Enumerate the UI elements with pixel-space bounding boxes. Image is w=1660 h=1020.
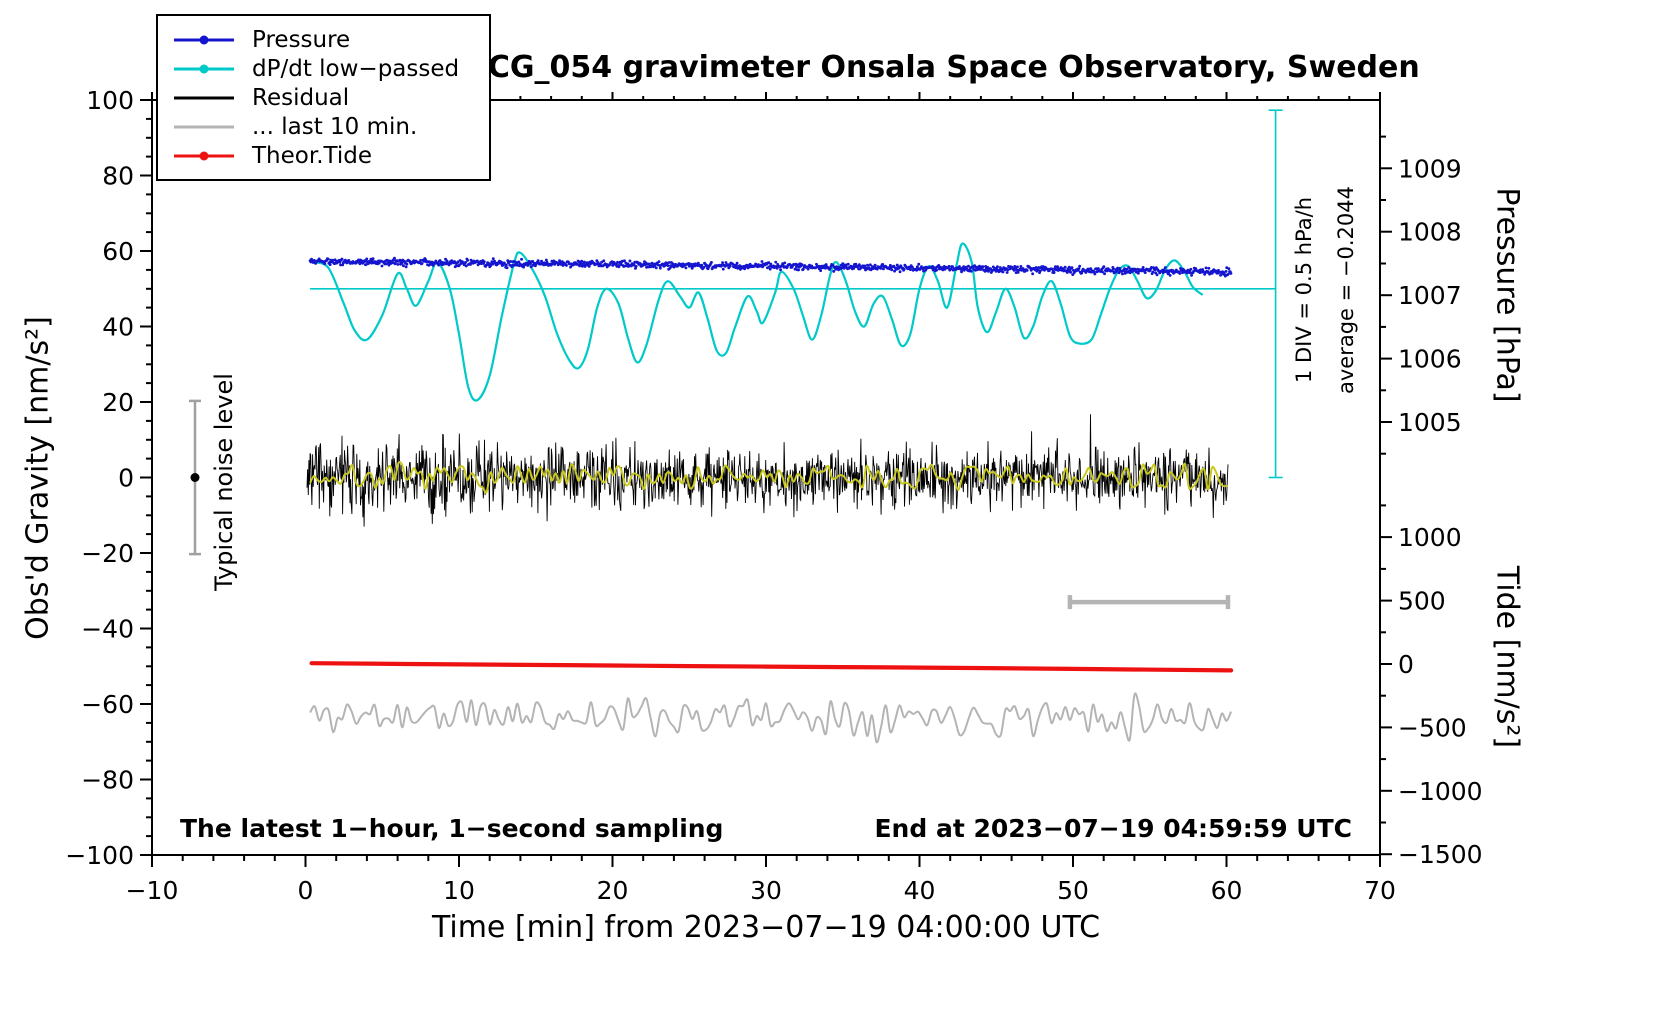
tick-label: 80 bbox=[102, 162, 134, 191]
tick-label: −1000 bbox=[1398, 777, 1483, 806]
legend-marker-icon bbox=[174, 125, 234, 128]
x-axis-label: Time [min] from 2023−07−19 04:00:00 UTC bbox=[431, 910, 1101, 945]
series-pressure bbox=[308, 256, 1233, 278]
tick-label: 500 bbox=[1398, 587, 1446, 616]
legend-label: Theor.Tide bbox=[252, 142, 372, 169]
y-axis-label-tide: Tide [nm/s²] bbox=[1489, 565, 1525, 749]
tick-label: 50 bbox=[1057, 876, 1089, 905]
series-residual-last10 bbox=[309, 692, 1233, 744]
legend-label: dP/dt low−passed bbox=[252, 55, 460, 82]
y-axis-label-gravity: Obs'd Gravity [nm/s²] bbox=[20, 316, 56, 640]
tick-label: −1500 bbox=[1398, 840, 1483, 869]
tick-label: −60 bbox=[81, 690, 134, 719]
tick-label: 30 bbox=[750, 876, 782, 905]
tick-label: −20 bbox=[81, 539, 134, 568]
legend-item-2: Residual bbox=[172, 83, 459, 112]
reference-marks bbox=[189, 109, 1283, 610]
plot-frame: −10 0 10 20 30 40 50 60 70100806040200−20−40−60−… bbox=[65, 86, 1482, 905]
tick-label: 60 bbox=[1211, 876, 1243, 905]
legend-item-1: dP/dt low−passed bbox=[172, 54, 459, 83]
legend-marker-icon bbox=[174, 96, 234, 99]
legend-marker-icon bbox=[174, 35, 234, 44]
tick-label: 1008 bbox=[1398, 218, 1462, 247]
tick-label: 1005 bbox=[1398, 408, 1462, 437]
legend-item-4: Theor.Tide bbox=[172, 141, 459, 170]
annotation-average: average = −0.2044 bbox=[1334, 186, 1358, 394]
tick-label: −40 bbox=[81, 615, 134, 644]
legend-label: ... last 10 min. bbox=[252, 113, 418, 140]
annotation-sampling: The latest 1−hour, 1−second sampling bbox=[180, 814, 724, 843]
series-dpdt-lowpassed bbox=[312, 242, 1203, 402]
tick-label: 40 bbox=[102, 313, 134, 342]
tick-label: −500 bbox=[1398, 713, 1467, 742]
y-axis-label-pressure: Pressure [hPa] bbox=[1489, 187, 1525, 403]
legend-label: Residual bbox=[252, 84, 350, 111]
legend-marker-icon bbox=[174, 151, 234, 160]
annotation-div-scale: 1 DIV = 0.5 hPa/h bbox=[1292, 196, 1316, 384]
tick-label: 20 bbox=[102, 388, 134, 417]
tick-label: −100 bbox=[65, 841, 134, 870]
annotation-noise-level: Typical noise level bbox=[210, 373, 238, 591]
tick-label: 0 bbox=[1398, 650, 1414, 679]
tick-label: 1000 bbox=[1398, 523, 1462, 552]
tick-label: 0 bbox=[298, 876, 314, 905]
series-theor-tide bbox=[309, 661, 1234, 673]
legend: Pressure dP/dt low−passed Residual... last… bbox=[156, 14, 492, 181]
tick-label: 60 bbox=[102, 237, 134, 266]
tick-label: 1006 bbox=[1398, 345, 1462, 374]
tick-label: 1007 bbox=[1398, 281, 1462, 310]
tick-label: −10 bbox=[126, 876, 179, 905]
tick-label: 100 bbox=[86, 86, 134, 115]
tick-label: 10 bbox=[443, 876, 475, 905]
annotation-end-time: End at 2023−07−19 04:59:59 UTC bbox=[874, 814, 1352, 843]
tick-label: 1009 bbox=[1398, 154, 1462, 183]
legend-item-3: ... last 10 min. bbox=[172, 112, 459, 141]
tick-label: 40 bbox=[904, 876, 936, 905]
series-residual bbox=[306, 414, 1229, 527]
chart-title: SCG_054 gravimeter Onsala Space Observat… bbox=[466, 50, 1420, 85]
tick-label: −80 bbox=[81, 766, 134, 795]
tick-label: 20 bbox=[597, 876, 629, 905]
legend-item-0: Pressure bbox=[172, 25, 459, 54]
legend-marker-icon bbox=[174, 64, 234, 73]
tick-label: 70 bbox=[1364, 876, 1396, 905]
legend-label: Pressure bbox=[252, 26, 351, 53]
series-residual-lowpassed bbox=[309, 460, 1228, 494]
tick-label: 0 bbox=[118, 464, 134, 493]
